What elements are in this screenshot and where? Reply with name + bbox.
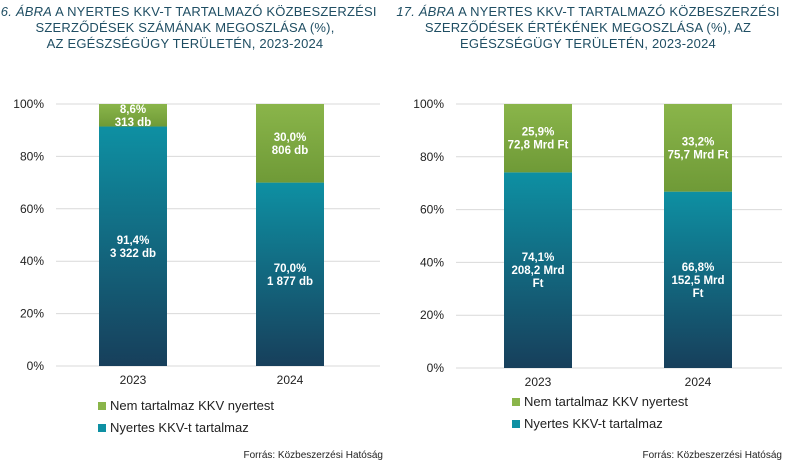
chart-16-title-line-3: AZ EGÉSZSÉGÜGY TERÜLETÉN, 2023-2024 — [47, 36, 324, 51]
chart-17-source: Forrás: Közbeszerzési Hatóság — [642, 450, 782, 461]
x-category-label: 2024 — [685, 375, 712, 389]
y-tick-label: 20% — [420, 308, 444, 322]
chart-16-title-line-2: SZERZŐDÉSEK SZÁMÁNAK MEGOSZLÁSA (%), — [35, 20, 334, 35]
data-label: 91,4% — [117, 235, 150, 247]
data-label: 74,1% — [522, 252, 555, 264]
y-tick-label: 60% — [420, 203, 444, 217]
y-tick-label: 40% — [20, 254, 44, 268]
data-label: 75,7 Mrd Ft — [668, 149, 729, 161]
legend-label: Nem tartalmaz KKV nyertest — [524, 394, 688, 409]
chart-17-legend: Nem tartalmaz KKV nyertest Nyertes KKV-t … — [512, 394, 688, 431]
data-label: 33,2% — [682, 136, 715, 148]
data-label: 8,6% — [120, 104, 146, 116]
data-label: 1 877 db — [267, 276, 313, 288]
legend-label: Nyertes KKV-t tartalmaz — [524, 416, 663, 431]
chart-17-title-line-2: SZERZŐDÉSEK ÉRTÉKÉNEK MEGOSZLÁSA (%), AZ — [425, 20, 751, 35]
y-tick-label: 80% — [420, 150, 444, 164]
bar-segment-kkv — [99, 126, 167, 366]
chart-16-title-text-1: A NYERTES KKV-T TARTALMAZÓ KÖZBESZERZÉSI — [55, 4, 377, 19]
chart-17-title-number: 17. ÁBRA — [396, 4, 455, 19]
chart-16-title-number: 16. ÁBRA — [0, 4, 52, 19]
x-category-label: 2023 — [525, 375, 552, 389]
y-tick-label: 100% — [413, 97, 444, 111]
y-tick-label: 100% — [13, 97, 44, 111]
y-tick-label: 60% — [20, 202, 44, 216]
chart-17: 17. ÁBRA A NYERTES KKV-T TARTALMAZÓ KÖZB… — [396, 4, 782, 461]
x-category-label: 2024 — [277, 373, 304, 387]
x-category-label: 2023 — [120, 373, 147, 387]
data-label: 152,5 Mrd — [671, 275, 724, 287]
bar-segment-no-kkv — [99, 104, 167, 127]
chart-17-title-line-1: 17. ÁBRA A NYERTES KKV-T TARTALMAZÓ KÖZB… — [396, 4, 779, 19]
data-label: Ft — [533, 278, 544, 290]
legend-swatch-no-kkv — [98, 402, 106, 410]
chart-17-title-line-3: EGÉSZSÉGÜGY TERÜLETÉN, 2023-2024 — [460, 36, 716, 51]
bar-segment-kkv — [256, 182, 324, 366]
legend-label: Nem tartalmaz KKV nyertest — [110, 398, 274, 413]
bar-segment-kkv — [504, 172, 572, 368]
legend-label: Nyertes KKV-t tartalmaz — [110, 420, 249, 435]
legend-swatch-kkv — [98, 424, 106, 432]
legend-swatch-kkv — [512, 420, 520, 428]
data-label: Ft — [693, 288, 704, 300]
data-label: 208,2 Mrd — [511, 265, 564, 277]
chart-16-title-line-1: 16. ÁBRA A NYERTES KKV-T TARTALMAZÓ KÖZB… — [0, 4, 377, 19]
y-tick-label: 40% — [420, 255, 444, 269]
y-tick-label: 0% — [27, 359, 45, 373]
data-label: 30,0% — [274, 132, 307, 144]
data-label: 313 db — [115, 117, 151, 129]
data-label: 806 db — [272, 145, 308, 157]
chart-17-title-text-1: A NYERTES KKV-T TARTALMAZÓ KÖZBESZERZÉSI — [458, 4, 780, 19]
data-label: 70,0% — [274, 263, 307, 275]
bar-segment-kkv — [664, 191, 732, 368]
legend-swatch-no-kkv — [512, 398, 520, 406]
data-label: 72,8 Mrd Ft — [508, 140, 569, 152]
bar-segment-no-kkv — [504, 104, 572, 173]
chart-16-source: Forrás: Közbeszerzési Hatóság — [243, 450, 383, 461]
chart-17-plot: 0%20%40%60%80%100%74,1%208,2 MrdFt25,9%7… — [413, 97, 782, 389]
y-tick-label: 80% — [20, 149, 44, 163]
chart-16: 16. ÁBRA A NYERTES KKV-T TARTALMAZÓ KÖZB… — [0, 4, 383, 461]
data-label: 3 322 db — [110, 248, 156, 260]
bar-segment-no-kkv — [664, 104, 732, 192]
data-label: 25,9% — [522, 127, 555, 139]
chart-16-plot: 0% 20% 40% 60% 80% 100% 91,4%3 322 db 8,6%313 d… — [13, 97, 380, 387]
y-tick-label: 20% — [20, 307, 44, 321]
data-label: 66,8% — [682, 262, 715, 274]
bar-segment-no-kkv — [256, 104, 324, 183]
chart-16-legend: Nem tartalmaz KKV nyertest Nyertes KKV-t … — [98, 398, 274, 435]
y-tick-label: 0% — [427, 361, 445, 375]
